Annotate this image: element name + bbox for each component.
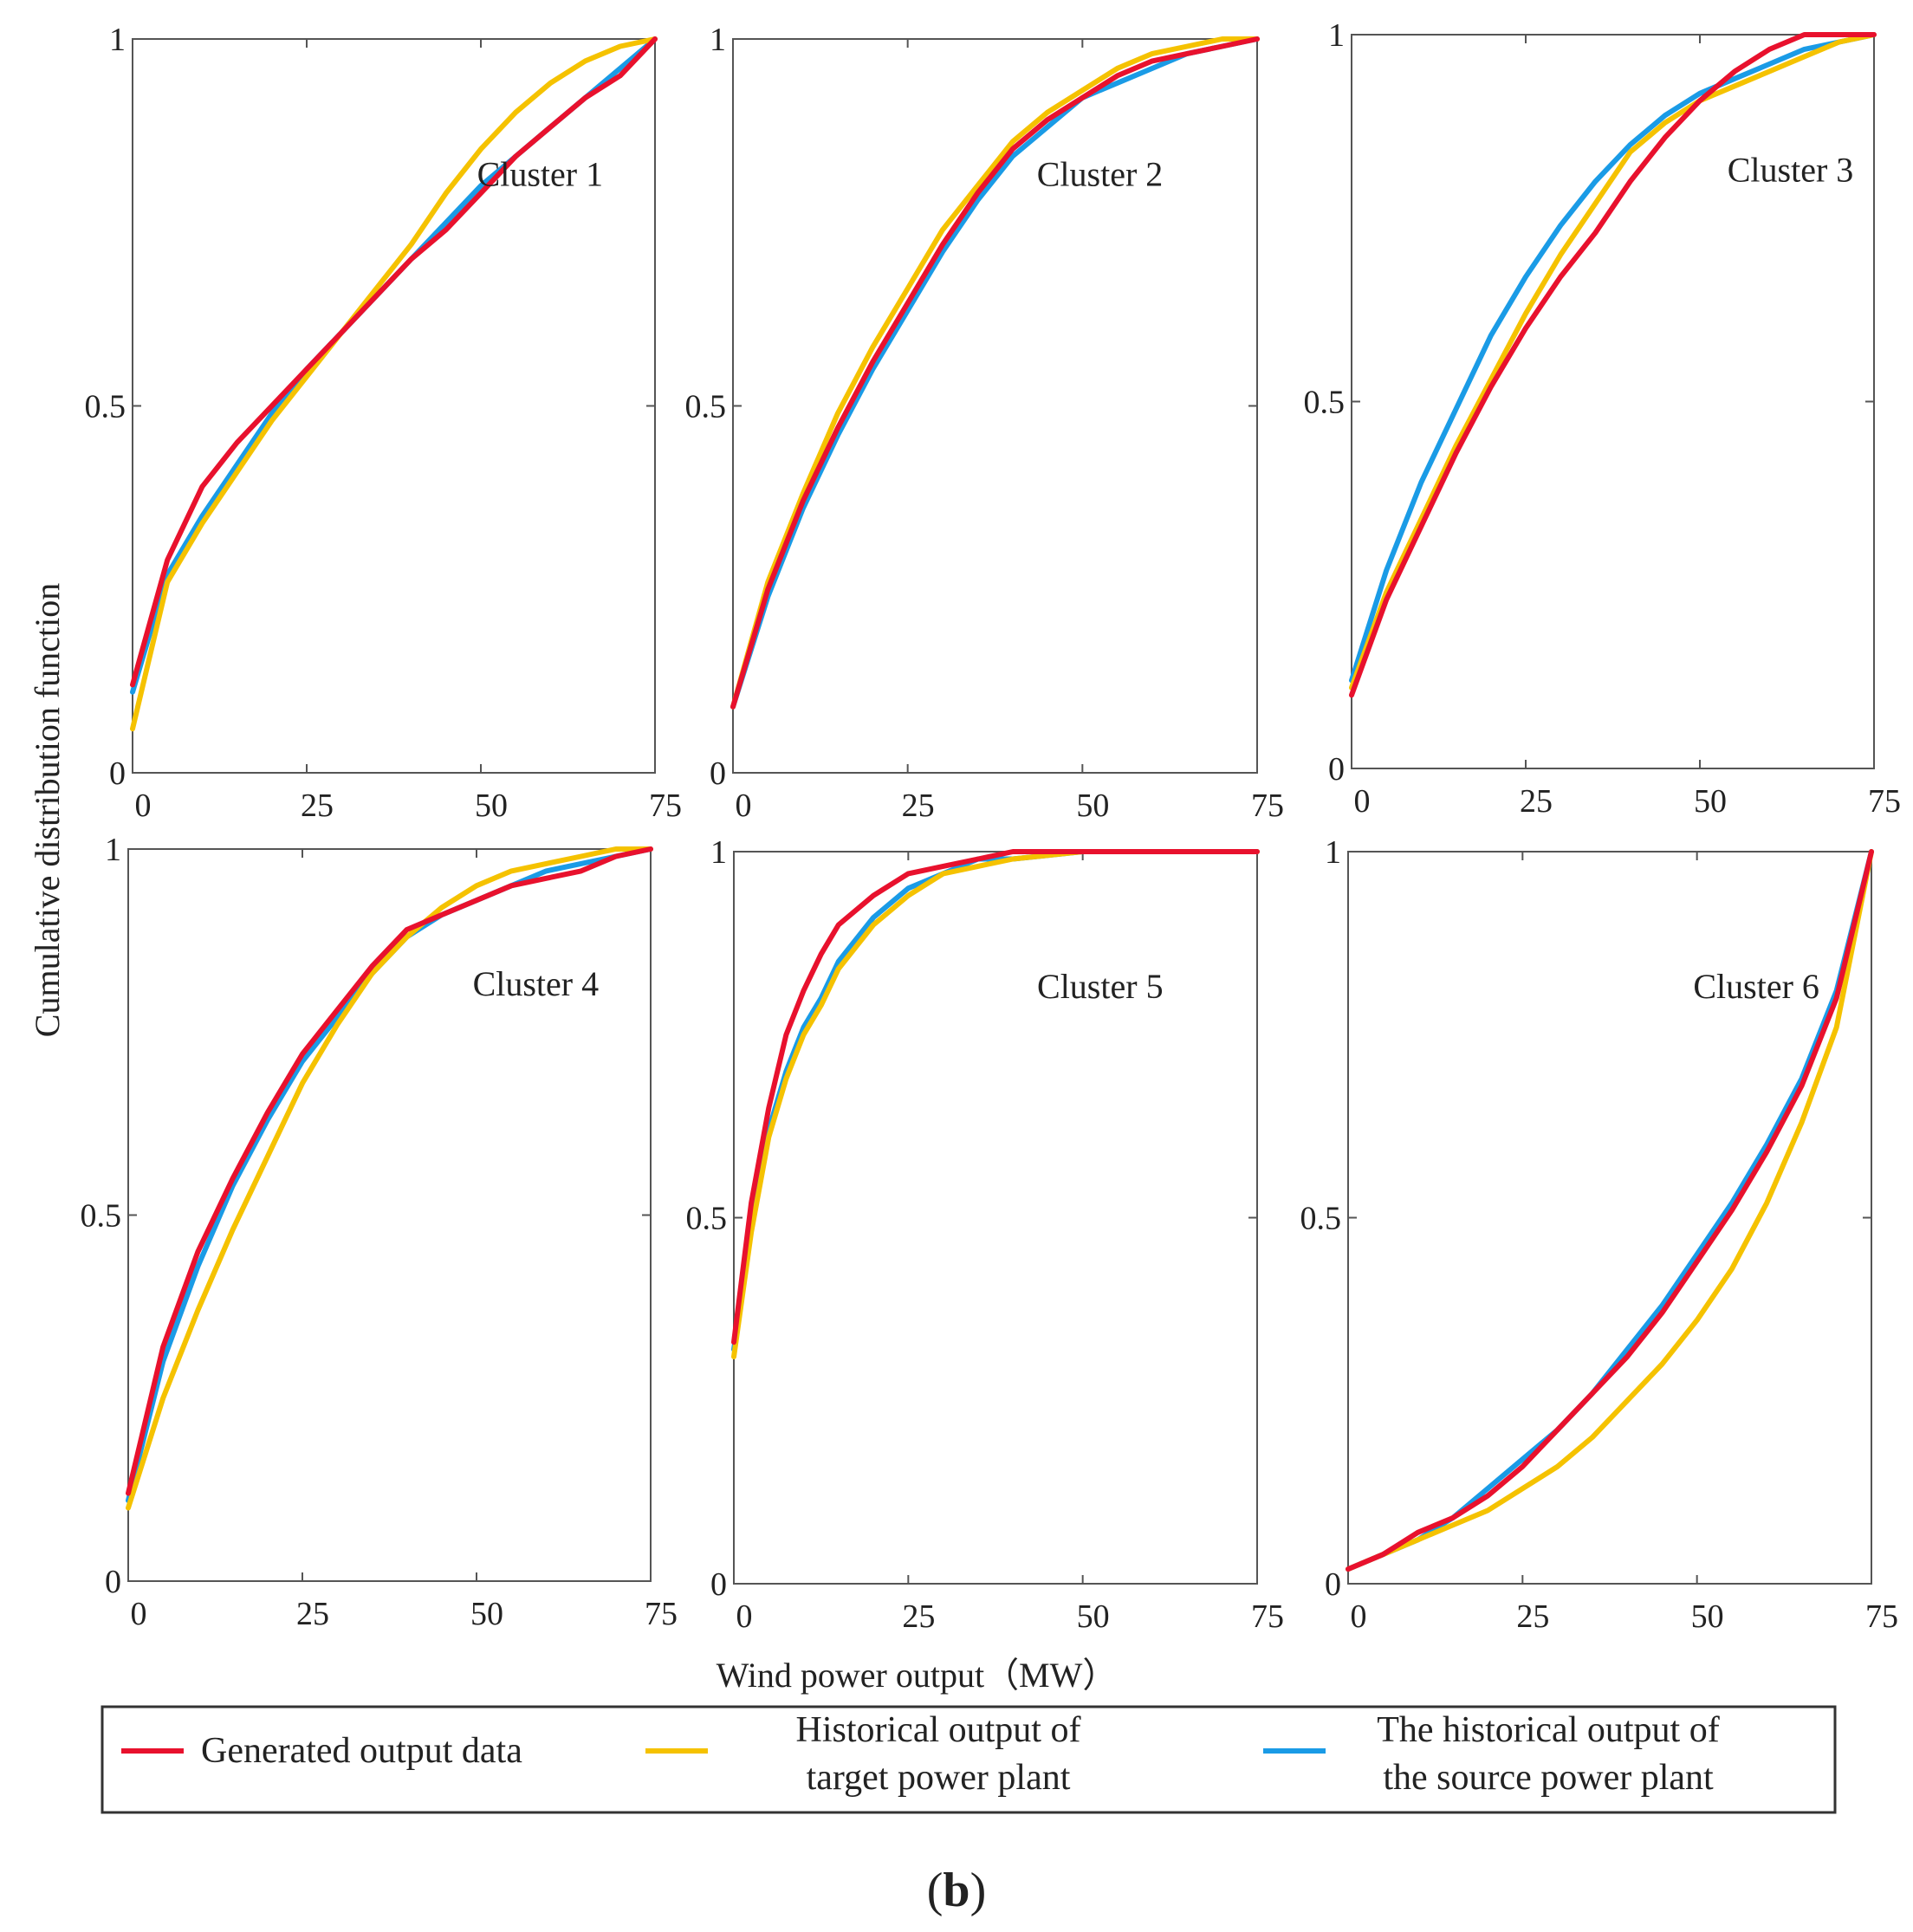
x-tick-label: 25: [902, 788, 935, 824]
x-tick-label: 25: [1516, 1598, 1549, 1635]
series-line-generated: [1346, 849, 1874, 1572]
y-tick-label: 1: [710, 834, 727, 871]
series-line-source: [1346, 849, 1874, 1572]
y-tick-label: 0.5: [686, 1201, 728, 1237]
y-tick-label: 1: [1328, 17, 1345, 54]
x-tick-label: 0: [1351, 1598, 1367, 1635]
x-tick-label: 50: [1694, 783, 1727, 820]
chart-panel-1: 0 25 50 75 0 0.5 1 Cluster 1: [85, 22, 683, 824]
series-line-generated: [1349, 32, 1877, 698]
y-tick-label: 0.5: [685, 389, 727, 425]
x-tick-label: 0: [1354, 783, 1371, 820]
plot-frame: [732, 38, 1258, 774]
y-tick-label: 0: [1328, 751, 1345, 788]
x-tick-label: 50: [1077, 1598, 1110, 1635]
y-tick-label: 1: [1325, 834, 1341, 871]
y-tick-label: 1: [105, 832, 121, 868]
legend-label: the source power plant: [1383, 1758, 1714, 1798]
plot-frame: [1351, 34, 1875, 769]
series-line-generated: [730, 36, 1260, 710]
chart-panel-2: 0 25 50 75 0 0.5 1 Cluster 2: [685, 22, 1285, 824]
plot-frame: [132, 38, 656, 774]
x-axis-title: Wind power output（MW）: [717, 1656, 1118, 1695]
y-tick-label: 0: [1325, 1566, 1341, 1603]
series-line-target: [731, 849, 1260, 1359]
cluster-label: Cluster 5: [1037, 967, 1164, 1006]
series-line-generated: [130, 36, 658, 688]
x-tick-label: 50: [470, 1596, 503, 1632]
series-line-target: [130, 36, 658, 732]
x-tick-label: 0: [131, 1596, 147, 1632]
x-tick-label: 0: [736, 1598, 753, 1635]
legend-label: Generated output data: [201, 1731, 522, 1771]
x-tick-label: 25: [902, 1598, 935, 1635]
x-tick-label: 25: [1520, 783, 1553, 820]
series-line-target: [126, 846, 653, 1511]
x-tick-label: 75: [1865, 1598, 1898, 1635]
series-line-source: [731, 849, 1260, 1352]
legend-label: Historical output of: [796, 1710, 1081, 1750]
y-tick-label: 0.5: [81, 1198, 122, 1235]
x-tick-label: 50: [475, 788, 508, 824]
x-tick-label: 25: [296, 1596, 329, 1632]
y-tick-label: 1: [710, 22, 726, 58]
y-tick-label: 1: [109, 22, 126, 58]
chart-panel-3: 0 25 50 75 0 0.5 1 Cluster 3: [1304, 17, 1902, 820]
x-tick-label: 0: [736, 788, 752, 824]
legend: Generated output data Historical output o…: [101, 1705, 1837, 1814]
x-tick-label: 0: [135, 788, 152, 824]
legend-label: The historical output of: [1377, 1710, 1719, 1750]
y-tick-label: 0: [109, 755, 126, 792]
x-tick-label: 75: [1251, 788, 1284, 824]
plot-frame: [733, 851, 1258, 1585]
cluster-label: Cluster 2: [1037, 154, 1164, 193]
legend-item-source: The historical output of the source power…: [1263, 1710, 1720, 1798]
plot-frame: [1347, 851, 1872, 1585]
chart-panel-5: 0 25 50 75 0 0.5 1 Cluster 5: [686, 834, 1285, 1635]
series-line-target: [1346, 849, 1874, 1572]
x-tick-label: 50: [1691, 1598, 1724, 1635]
y-tick-label: 0: [710, 755, 726, 792]
x-tick-label: 75: [645, 1596, 678, 1632]
y-tick-label: 0: [105, 1564, 121, 1600]
series-line-source: [1349, 32, 1877, 684]
x-tick-label: 25: [301, 788, 334, 824]
series-line-generated: [731, 849, 1260, 1345]
legend-box: [101, 1705, 1837, 1814]
y-axis-title: Cumulative distribution function: [28, 583, 67, 1037]
legend-item-generated: Generated output data: [121, 1731, 522, 1771]
chart-panel-6: 0 25 50 75 0 0.5 1 Cluster 6: [1300, 834, 1899, 1635]
cluster-label: Cluster 3: [1728, 150, 1854, 189]
y-tick-label: 0: [710, 1566, 727, 1603]
y-tick-label: 0.5: [1304, 385, 1346, 421]
chart-panel-4: 0 25 50 75 0 0.5 1 Cluster 4: [81, 832, 678, 1632]
legend-label: target power plant: [807, 1758, 1071, 1798]
series-line-source: [130, 36, 658, 695]
series-line-target: [730, 36, 1260, 710]
x-tick-label: 50: [1076, 788, 1109, 824]
cluster-label: Cluster 4: [473, 964, 600, 1003]
x-tick-label: 75: [1251, 1598, 1284, 1635]
x-tick-label: 75: [649, 788, 682, 824]
x-tick-label: 75: [1868, 783, 1901, 820]
chart-panels: 0 25 50 75 0 0.5 1 Cluster 1 0 25 50 75 0 0.5 1 Cluster…: [81, 17, 1902, 1635]
cluster-label: Cluster 6: [1693, 967, 1819, 1006]
legend-item-target: Historical output of target power plant: [645, 1710, 1080, 1798]
series-line-target: [1349, 32, 1877, 690]
cluster-label: Cluster 1: [477, 154, 604, 193]
panel-tag: (b): [927, 1864, 986, 1917]
series-line-generated: [126, 846, 653, 1496]
y-tick-label: 0.5: [1300, 1201, 1342, 1237]
y-tick-label: 0.5: [85, 389, 126, 425]
series-line-source: [730, 36, 1260, 710]
